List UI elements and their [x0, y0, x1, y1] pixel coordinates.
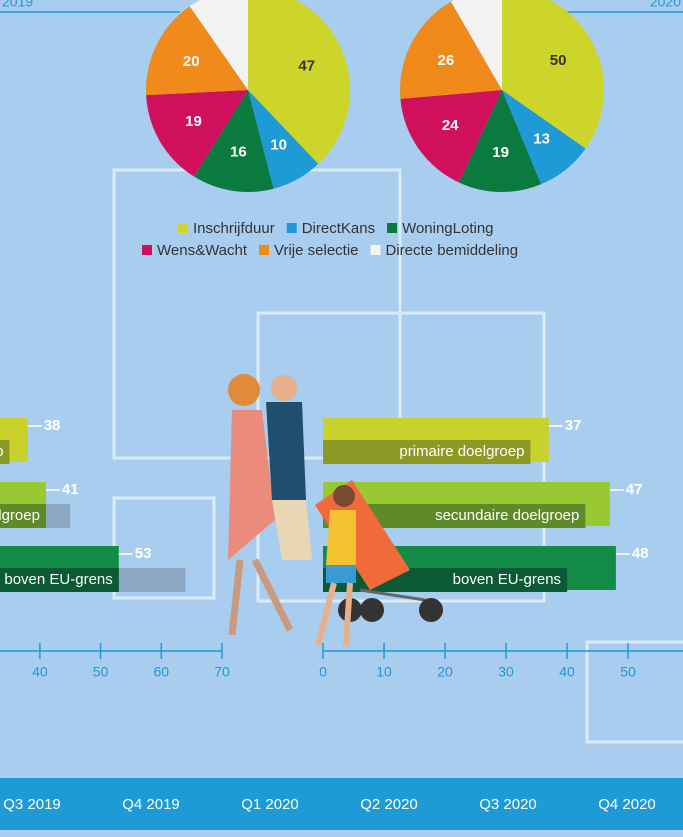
timeline-label: Q2 2020 [360, 796, 418, 813]
legend-swatch [259, 245, 269, 255]
legend-swatch [142, 245, 152, 255]
category-label: secundaire doelgroep [435, 507, 579, 524]
legend-swatch [287, 223, 297, 233]
tick-label: 60 [153, 664, 169, 680]
slice-label: 26 [438, 52, 455, 69]
slice-label: 47 [298, 58, 315, 75]
slice-label: 24 [442, 117, 459, 134]
timeline-label: Q3 2020 [479, 796, 537, 813]
tick-label: 10 [376, 664, 392, 680]
category-label: boven EU-grens [4, 571, 112, 588]
value-label: 48 [632, 545, 649, 562]
legend-swatch [371, 245, 381, 255]
category-label: secundaire doelgroep [0, 507, 40, 524]
tick-label: 50 [93, 664, 109, 680]
category-label: boven EU-grens [453, 571, 561, 588]
pie-year: 2019 [2, 0, 33, 10]
tick-label: 40 [559, 664, 575, 680]
deco-frame [587, 642, 683, 742]
timeline-label: Q3 2019 [3, 796, 61, 813]
timeline-band [0, 778, 683, 830]
slice-label: 19 [492, 144, 509, 161]
value-label: 53 [135, 545, 152, 562]
legend-swatch [178, 223, 188, 233]
slice-label: 10 [270, 136, 287, 153]
legend-label: Inschrijfduur [193, 220, 275, 237]
infographic: 38 primaire doelgroep 41 secundaire doelgro… [0, 0, 683, 837]
legend-label: DirectKans [302, 220, 375, 237]
legend-label: Directe bemiddeling [386, 242, 519, 259]
timeline-label: Q1 2020 [241, 796, 299, 813]
tick-label: 30 [498, 664, 514, 680]
category-label: primaire doelgroep [399, 443, 524, 460]
legend-label: Wens&Wacht [157, 242, 248, 259]
page: 38 primaire doelgroep 41 secundaire doelgro… [0, 0, 683, 837]
slice-label: 19 [185, 113, 202, 130]
legend-swatch [387, 223, 397, 233]
slice-label: 20 [183, 53, 200, 70]
tick-label: 40 [32, 664, 48, 680]
slice-label: 50 [550, 52, 567, 69]
value-label: 37 [565, 417, 582, 434]
timeline-label: Q4 2020 [598, 796, 656, 813]
slice-label: 13 [533, 130, 550, 147]
legend-label: Vrije selectie [274, 242, 358, 259]
value-label: 47 [626, 481, 643, 498]
tick-label: 70 [214, 664, 230, 680]
legend-label: WoningLoting [402, 220, 493, 237]
timeline-label: Q4 2019 [122, 796, 180, 813]
value-label: 41 [62, 481, 79, 498]
value-label: 38 [44, 417, 61, 434]
tick-label: 50 [620, 664, 636, 680]
tick-label: 20 [437, 664, 453, 680]
pie-year: 2020 [650, 0, 681, 10]
slice-label: 16 [230, 143, 247, 160]
category-label: primaire doelgroep [0, 443, 4, 460]
tick-label: 0 [319, 664, 327, 680]
